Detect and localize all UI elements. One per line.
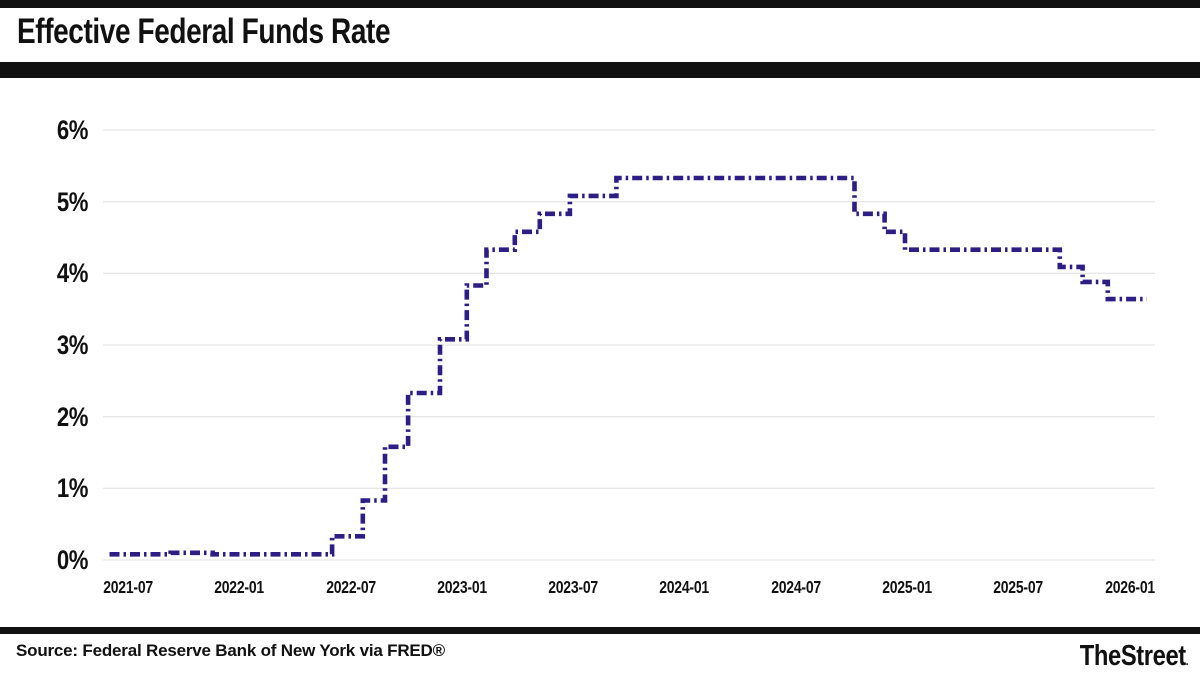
brand-logo: TheStreet. <box>1056 640 1189 673</box>
y-tick-label: 2% <box>56 401 89 432</box>
header-divider-bar <box>0 62 1200 78</box>
x-tick-label: 2025-07 <box>993 577 1044 597</box>
rate-line <box>109 175 1147 557</box>
top-accent-bar <box>0 0 1200 8</box>
x-tick-label: 2022-07 <box>325 577 376 597</box>
x-tick-label: 2024-07 <box>770 577 821 597</box>
page-title: Effective Federal Funds Rate <box>17 12 483 52</box>
source-credit: Source: Federal Reserve Bank of New York… <box>16 641 445 660</box>
x-tick-label: 2023-07 <box>548 577 599 597</box>
x-tick-label: 2024-01 <box>659 577 710 597</box>
y-tick-label: 5% <box>56 186 89 217</box>
x-tick-label: 2026-01 <box>1104 577 1155 597</box>
footer-divider-bar <box>0 627 1200 634</box>
brand-logo-dot: . <box>1185 654 1189 668</box>
x-tick-label: 2021-07 <box>103 577 153 597</box>
y-tick-label: 1% <box>56 473 89 504</box>
y-tick-label: 4% <box>56 258 89 289</box>
x-tick-label: 2025-01 <box>882 577 932 597</box>
y-tick-label: 3% <box>56 329 89 360</box>
brand-logo-text: TheStreet <box>1079 640 1186 672</box>
page-title-text: Effective Federal Funds Rate <box>17 12 391 51</box>
y-tick-label: 0% <box>56 545 89 575</box>
x-tick-label: 2022-01 <box>214 577 265 597</box>
y-tick-label: 6% <box>56 114 89 145</box>
x-tick-label: 2023-01 <box>437 577 487 597</box>
